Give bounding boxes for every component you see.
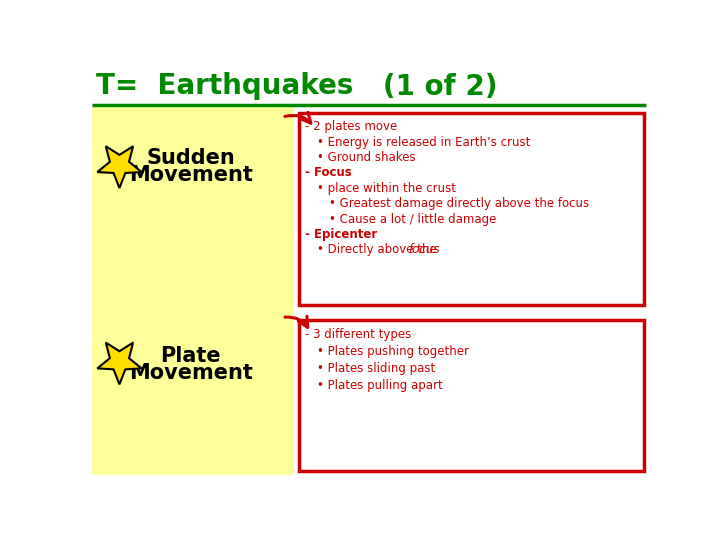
Text: • Directly above the: • Directly above the xyxy=(317,244,441,256)
FancyArrowPatch shape xyxy=(285,316,307,327)
Text: (1 of 2): (1 of 2) xyxy=(354,72,497,100)
Text: • Greatest damage directly above the focus: • Greatest damage directly above the foc… xyxy=(330,197,590,210)
FancyArrowPatch shape xyxy=(285,112,311,123)
Polygon shape xyxy=(97,146,142,188)
Text: • place within the crust: • place within the crust xyxy=(317,182,456,195)
FancyBboxPatch shape xyxy=(92,107,294,475)
Text: • Plates pulling apart: • Plates pulling apart xyxy=(317,379,443,392)
Text: Plate: Plate xyxy=(161,346,221,366)
Text: Sudden: Sudden xyxy=(146,148,235,168)
Text: - 2 plates move: - 2 plates move xyxy=(305,120,397,133)
Text: • Plates sliding past: • Plates sliding past xyxy=(317,362,436,375)
Text: Movement: Movement xyxy=(129,363,253,383)
Text: • Ground shakes: • Ground shakes xyxy=(317,151,415,164)
Text: - Epicenter: - Epicenter xyxy=(305,228,377,241)
Text: Movement: Movement xyxy=(129,165,253,185)
FancyBboxPatch shape xyxy=(300,320,644,470)
Polygon shape xyxy=(97,342,142,384)
Text: focus: focus xyxy=(408,244,440,256)
Text: T=  Earthquakes: T= Earthquakes xyxy=(96,72,354,100)
Text: - Focus: - Focus xyxy=(305,166,351,179)
FancyBboxPatch shape xyxy=(300,112,644,305)
Text: - 3 different types: - 3 different types xyxy=(305,328,411,341)
Text: • Cause a lot / little damage: • Cause a lot / little damage xyxy=(330,213,497,226)
Text: • Plates pushing together: • Plates pushing together xyxy=(317,345,469,358)
Text: • Energy is released in Earth’s crust: • Energy is released in Earth’s crust xyxy=(317,136,531,148)
